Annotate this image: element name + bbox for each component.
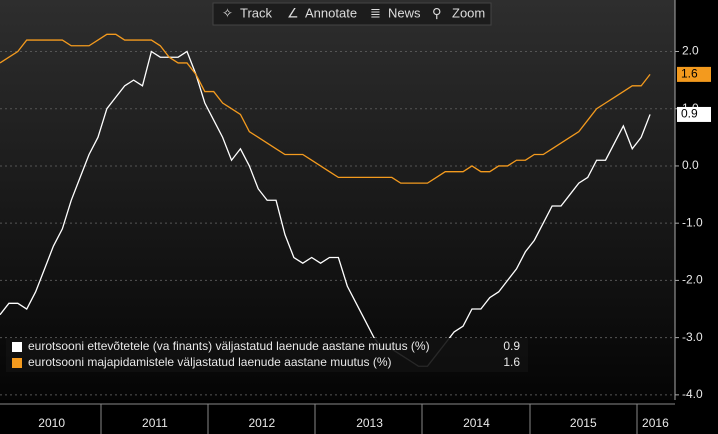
x-axis-background: [0, 400, 718, 434]
toolbar-button[interactable]: Annotate: [305, 5, 357, 20]
icon: ⚲: [432, 5, 442, 20]
y-tick-label: -1.0: [682, 215, 703, 229]
y-tick-label: -2.0: [682, 273, 703, 287]
grid: [0, 51, 679, 396]
x-tick-label: 2012: [248, 416, 275, 430]
legend: eurotsooni ettevõtetele (va finants) väl…: [12, 339, 520, 369]
x-tick-label: 2014: [463, 416, 490, 430]
y-tick-label: -3.0: [682, 330, 703, 344]
icon: ✧: [222, 5, 233, 20]
x-tick-label: 2016: [642, 416, 669, 430]
legend-swatch: [12, 342, 22, 352]
year-separators: [100, 404, 638, 434]
last-value-box: [677, 66, 711, 82]
x-tick-label: 2011: [142, 416, 168, 430]
toolbar-button[interactable]: News: [388, 5, 421, 20]
legend-value: 0.9: [503, 339, 520, 353]
last-value-label: 0.9: [681, 107, 698, 121]
lines: [0, 33, 651, 367]
y-tick-label: -4.0: [682, 387, 703, 401]
legend-label: eurotsooni ettevõtetele (va finants) väl…: [28, 339, 430, 353]
toolbar-button[interactable]: Track: [240, 5, 273, 20]
series-line: [0, 33, 651, 184]
last-value-label: 1.6: [681, 67, 698, 81]
toolbar: [212, 2, 492, 26]
x-tick-label: 2015: [570, 416, 597, 430]
last-value-box: [677, 106, 711, 122]
legend-background: [6, 338, 528, 372]
plot-background: [0, 0, 675, 400]
legend-value: 1.6: [503, 355, 520, 369]
toolbar-button[interactable]: Zoom: [452, 5, 485, 20]
x-tick-label: 2010: [38, 416, 65, 430]
series-line: [0, 50, 651, 367]
legend-label: eurotsooni majapidamistele väljastatud l…: [28, 355, 392, 369]
y-tick-label: 2.0: [682, 44, 699, 58]
legend-swatch: [12, 358, 22, 368]
x-tick-label: 2013: [356, 416, 383, 430]
y-tick-label: 0.0: [682, 158, 699, 172]
icon: ≣: [370, 5, 381, 20]
icon: ∠: [287, 5, 299, 20]
toolbar-buttons: ✧ Track ∠ Annotate ≣ News ⚲ Zoom: [222, 5, 485, 20]
